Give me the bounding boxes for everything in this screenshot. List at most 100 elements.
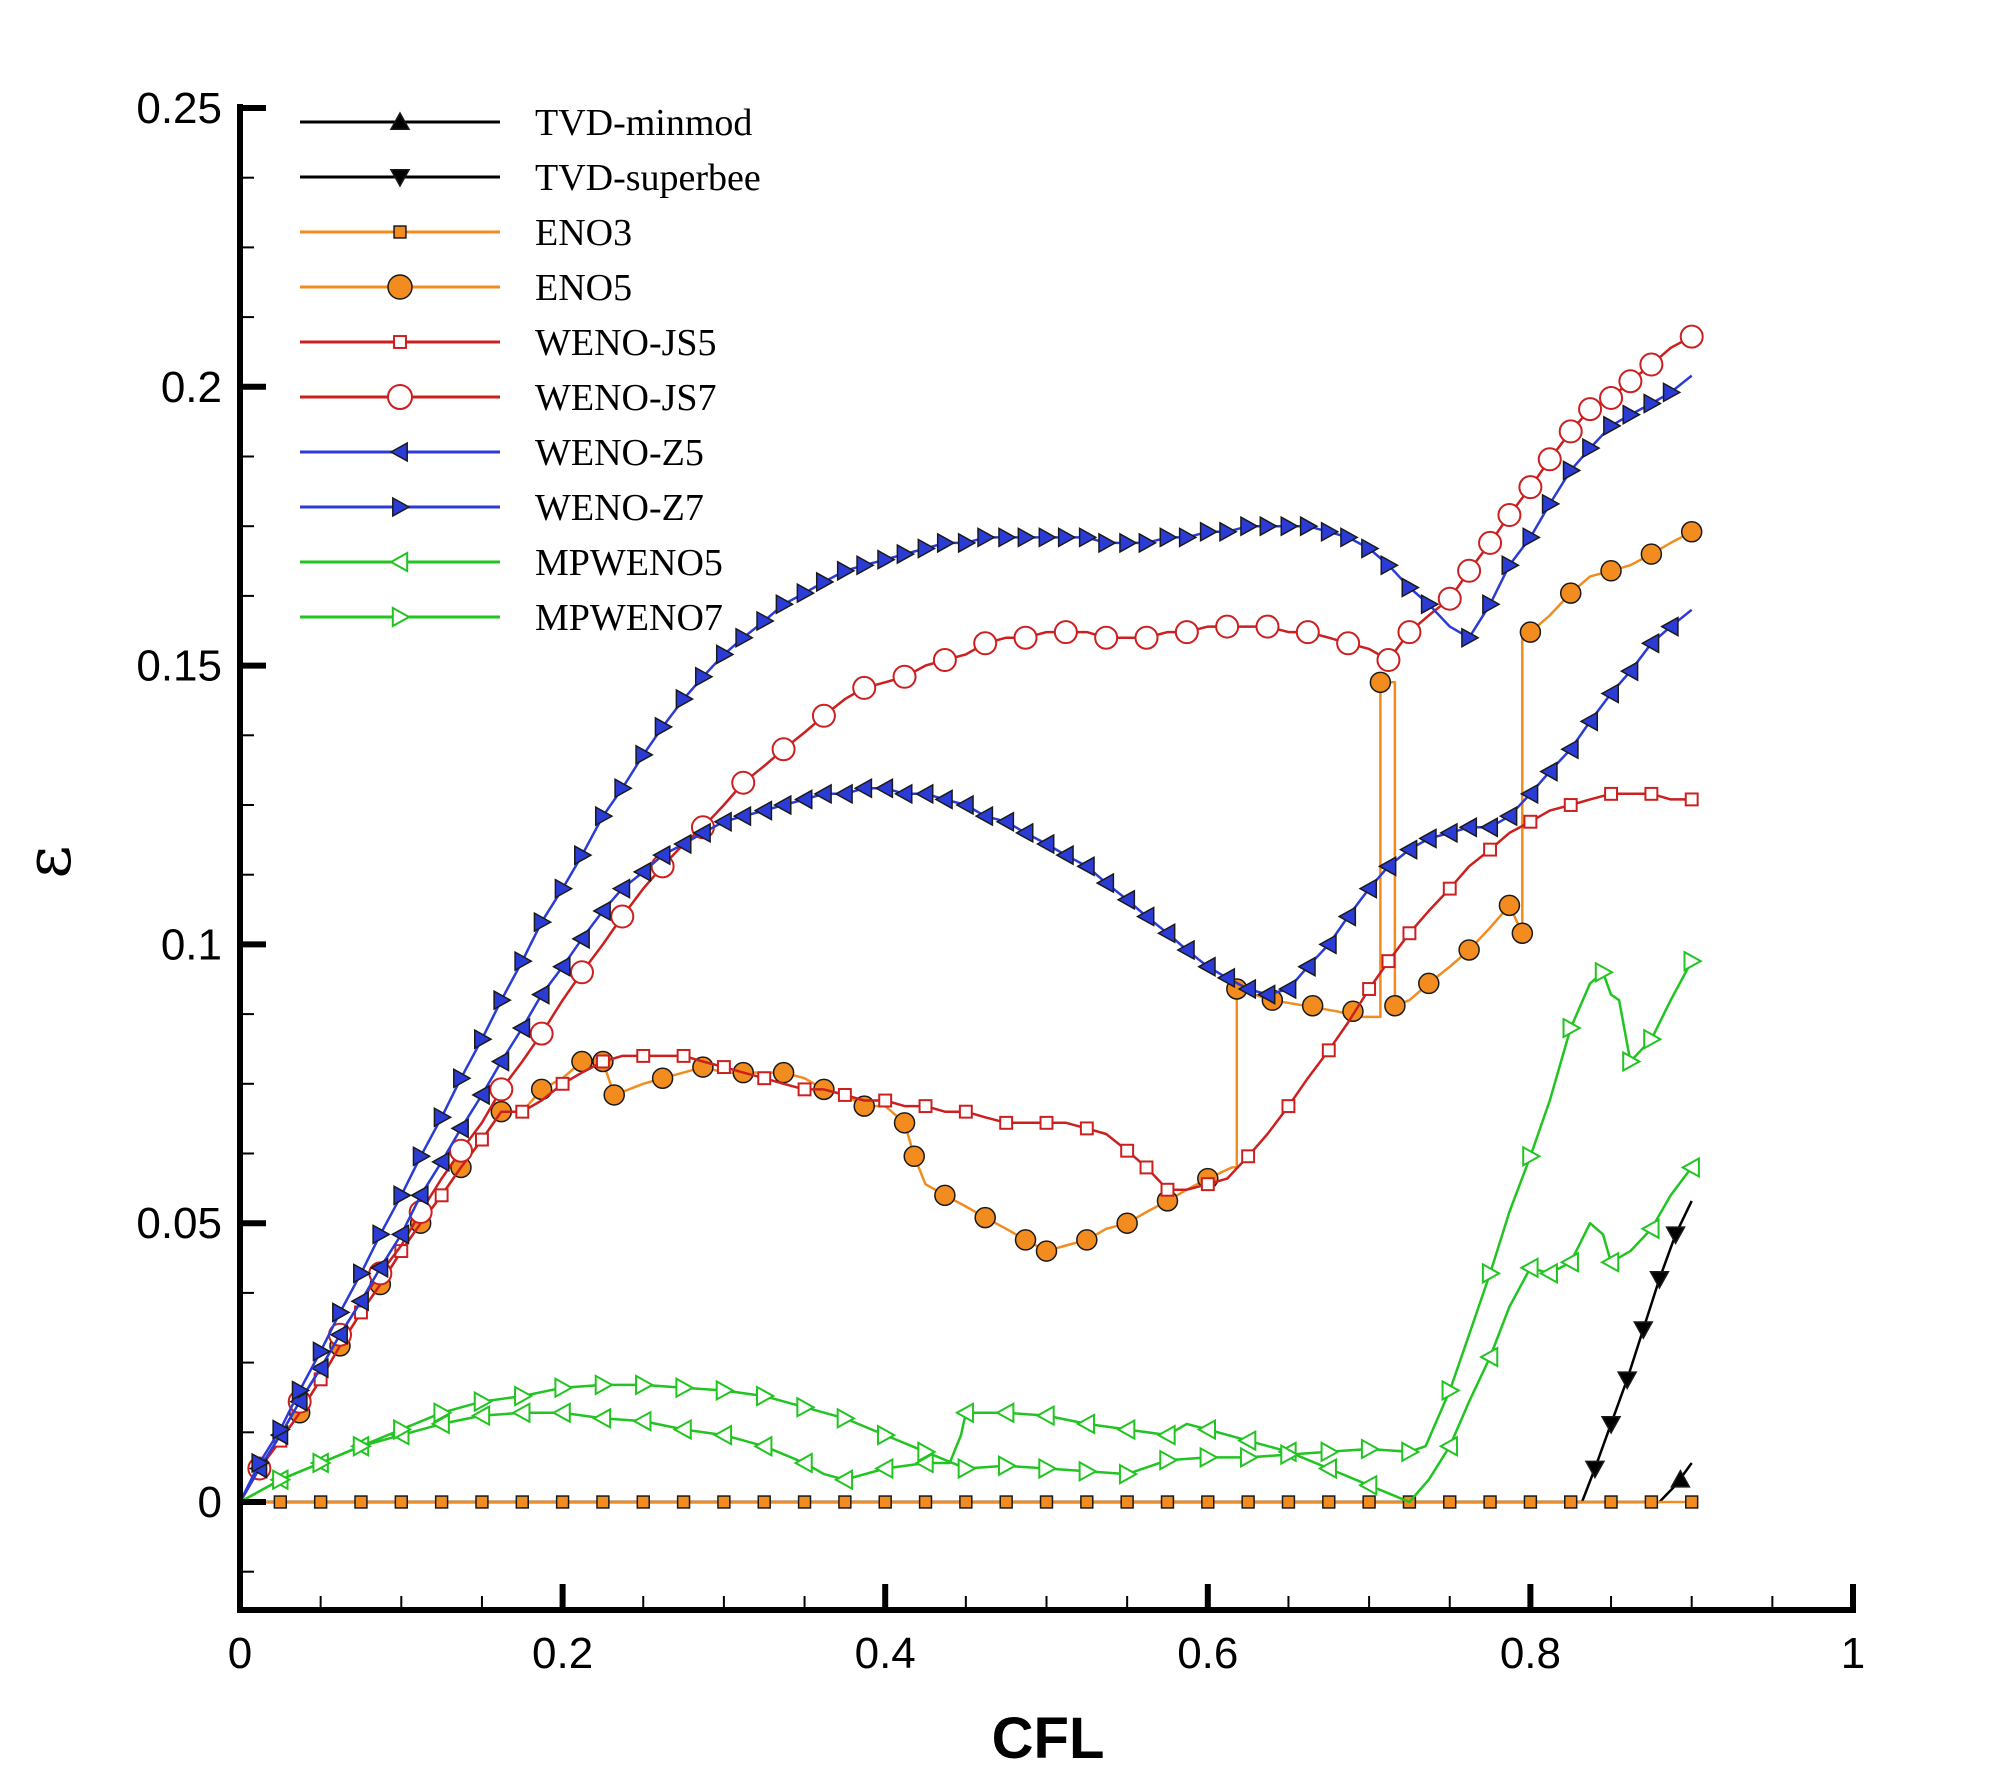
data-point (1369, 671, 1392, 694)
data-point (1280, 1443, 1300, 1466)
data-point (995, 1402, 1015, 1424)
data-point (574, 844, 593, 866)
data-point (1478, 530, 1503, 555)
data-point (1340, 527, 1359, 548)
data-point (291, 1380, 311, 1401)
legend-marker (393, 225, 407, 239)
data-point (1135, 906, 1155, 927)
data-point (1318, 934, 1337, 955)
data-point (1362, 1495, 1376, 1509)
data-point (1116, 1418, 1136, 1441)
data-point (731, 770, 756, 795)
data-point (1649, 1271, 1670, 1290)
data-point (1684, 792, 1699, 807)
data-point (1120, 1495, 1134, 1509)
data-point (1116, 889, 1136, 911)
data-point (1301, 994, 1324, 1017)
data-point (878, 1093, 893, 1108)
legend-label: TVD-superbee (535, 157, 761, 199)
data-point (893, 1112, 916, 1134)
data-point (1562, 460, 1582, 481)
data-point (592, 900, 611, 922)
data-point (1134, 625, 1159, 650)
data-point (1094, 625, 1119, 650)
data-point (596, 1495, 610, 1509)
data-point (772, 1061, 795, 1084)
data-point (1541, 493, 1561, 515)
data-point (1360, 1438, 1381, 1460)
data-point (1437, 586, 1462, 611)
data-point (1199, 1446, 1219, 1469)
data-point (652, 844, 671, 866)
data-point (1119, 532, 1138, 554)
data-point (1118, 1463, 1139, 1485)
data-point (635, 1374, 655, 1396)
data-point (1035, 833, 1055, 855)
data-point (1120, 1143, 1135, 1158)
data-point (1501, 554, 1520, 576)
data-point (329, 1324, 348, 1345)
data-point (834, 783, 853, 805)
data-point (1259, 515, 1279, 537)
x-tick-label: 1 (1841, 1629, 1865, 1678)
data-point (393, 1185, 412, 1206)
data-point (1600, 560, 1622, 582)
data-point (1240, 515, 1259, 537)
legend-entry-weno-z5: WENO-Z5 (300, 432, 704, 474)
data-point (1160, 1182, 1175, 1197)
data-point (350, 1290, 369, 1312)
data-point (1401, 577, 1420, 598)
data-point (1176, 939, 1195, 961)
data-point (1481, 1262, 1502, 1285)
data-point (1579, 711, 1599, 732)
data-point (273, 1495, 288, 1509)
y-axis-title: ε (12, 845, 86, 878)
data-point (957, 532, 977, 554)
data-point (794, 789, 813, 810)
data-point (1498, 805, 1518, 827)
data-point (1317, 1457, 1337, 1480)
data-point (877, 1424, 897, 1446)
data-point (1057, 527, 1077, 548)
data-point (673, 833, 692, 855)
data-point (955, 794, 974, 816)
data-point (490, 1051, 510, 1072)
data-point (995, 811, 1015, 833)
data-point (1599, 385, 1624, 410)
data-point (1380, 554, 1400, 576)
data-point (1035, 1240, 1058, 1262)
legend-entry-mpweno5: MPWENO5 (300, 542, 723, 584)
data-point (352, 1435, 373, 1457)
x-tick-label: 0 (228, 1629, 252, 1678)
data-point (1582, 437, 1601, 459)
data-point (917, 1441, 937, 1463)
data-point (856, 554, 875, 576)
legend-entry-mpweno7: MPWENO7 (300, 597, 723, 639)
data-point (475, 1132, 489, 1147)
y-tick-label: 0.1 (161, 920, 222, 969)
data-point (934, 789, 953, 810)
y-tick-label: 0.2 (161, 363, 222, 412)
data-point (1420, 593, 1440, 615)
legend-label: ENO3 (535, 212, 632, 254)
data-point (713, 811, 732, 833)
data-point (1156, 1424, 1176, 1446)
series-mpweno7 (239, 950, 1703, 1504)
data-point (717, 1495, 731, 1509)
data-point (1384, 994, 1406, 1017)
legend-marker (387, 274, 413, 300)
data-point (918, 1099, 933, 1114)
data-point (1159, 527, 1179, 548)
data-point (1336, 631, 1361, 656)
data-point (635, 744, 654, 766)
data-point (1662, 382, 1682, 403)
series-mpweno5 (239, 1156, 1700, 1504)
data-point (1683, 950, 1703, 972)
data-point (1322, 1495, 1336, 1509)
legend-label: ENO5 (535, 267, 632, 309)
data-point (390, 1224, 410, 1245)
data-point (1522, 1145, 1542, 1167)
data-point (1539, 761, 1558, 782)
data-point (354, 1495, 368, 1509)
data-point (1560, 738, 1579, 760)
